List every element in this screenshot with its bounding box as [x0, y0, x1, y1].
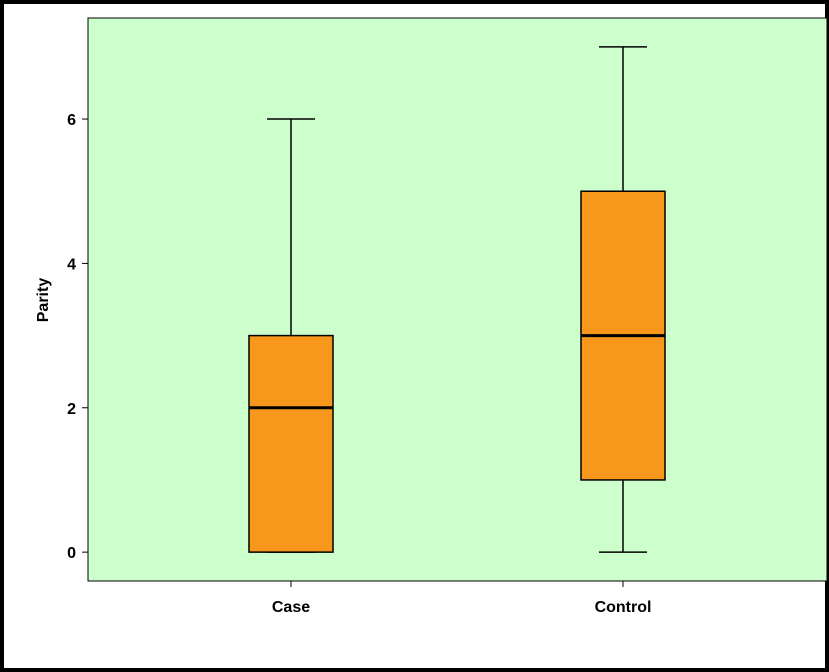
y-axis: 0 2 4 6 [67, 112, 88, 562]
box-control [580, 46, 666, 553]
plot-area [87, 17, 828, 582]
y-tick-label: 6 [67, 112, 76, 129]
x-tick-label: Case [272, 599, 310, 616]
x-tick-label: Control [595, 599, 652, 616]
y-tick-label: 0 [67, 545, 76, 562]
iqr-box [248, 334, 334, 553]
y-axis-title: Parity [35, 278, 52, 323]
x-axis: Case Control [272, 581, 652, 616]
y-tick-label: 2 [67, 401, 76, 418]
y-tick-label: 4 [67, 256, 76, 273]
boxes [248, 46, 666, 553]
box-case [248, 118, 334, 553]
